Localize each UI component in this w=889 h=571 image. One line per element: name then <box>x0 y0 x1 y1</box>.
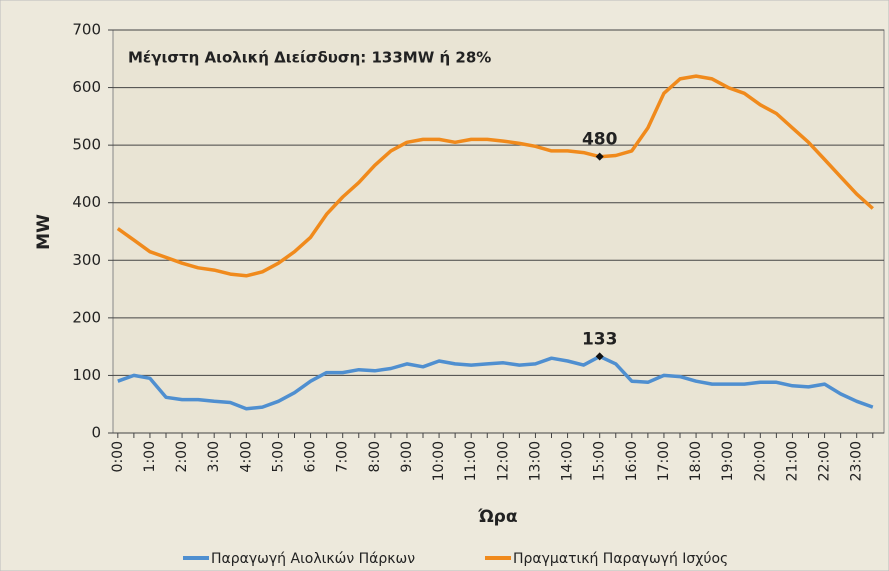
x-tick-label: 0:00 <box>110 441 126 472</box>
legend-label: Πραγματική Παραγωγή Ισχύος <box>513 551 728 567</box>
y-axis-label: MW <box>34 214 54 250</box>
plot-area <box>112 29 885 434</box>
x-axis-label: Ώρα <box>477 507 517 527</box>
y-tick-label: 200 <box>72 308 101 326</box>
annotation-marker <box>595 152 604 161</box>
annotation: 480 <box>582 130 618 150</box>
x-tick-label: 16:00 <box>624 441 640 481</box>
x-tick-label: 13:00 <box>527 441 543 481</box>
y-tick-label: 700 <box>72 21 101 39</box>
x-tick-label: 9:00 <box>399 441 415 472</box>
x-tick-label: 21:00 <box>784 441 800 481</box>
x-tick-label: 2:00 <box>174 441 190 472</box>
y-tick-label: 400 <box>72 193 101 211</box>
annotation-marker <box>595 352 604 361</box>
x-tick-label: 10:00 <box>431 441 447 481</box>
x-tick-label: 5:00 <box>270 441 286 472</box>
x-tick-label: 23:00 <box>849 441 865 481</box>
y-tick-label: 500 <box>72 136 101 154</box>
y-tick-label: 600 <box>72 78 101 96</box>
x-tick-label: 6:00 <box>303 441 319 472</box>
y-tick-label: 0 <box>91 424 101 442</box>
x-tick-label: 4:00 <box>238 441 254 472</box>
x-tick-label: 3:00 <box>206 441 222 472</box>
x-tick-label: 1:00 <box>142 441 158 472</box>
chart-title: Μέγιστη Αιολική Διείσδυση: 133MW ή 28% <box>128 49 491 67</box>
x-tick-label: 15:00 <box>592 441 608 481</box>
x-tick-label: 18:00 <box>688 441 704 481</box>
x-tick-label: 14:00 <box>560 441 576 481</box>
x-tick-label: 22:00 <box>817 441 833 481</box>
y-tick-label: 300 <box>72 251 101 269</box>
line-series <box>116 74 874 278</box>
x-tick-label: 17:00 <box>656 441 672 481</box>
x-tick-label: 8:00 <box>367 441 383 472</box>
x-tick-label: 19:00 <box>720 441 736 481</box>
legend-label: Παραγωγή Αιολικών Πάρκων <box>211 551 415 567</box>
x-tick-label: 11:00 <box>463 441 479 481</box>
x-tick-label: 7:00 <box>335 441 351 472</box>
x-tick-label: 20:00 <box>752 441 768 481</box>
annotation: 133 <box>582 329 618 349</box>
x-tick-label: 12:00 <box>495 441 511 481</box>
y-tick-label: 100 <box>72 366 101 384</box>
line-series <box>117 354 874 411</box>
